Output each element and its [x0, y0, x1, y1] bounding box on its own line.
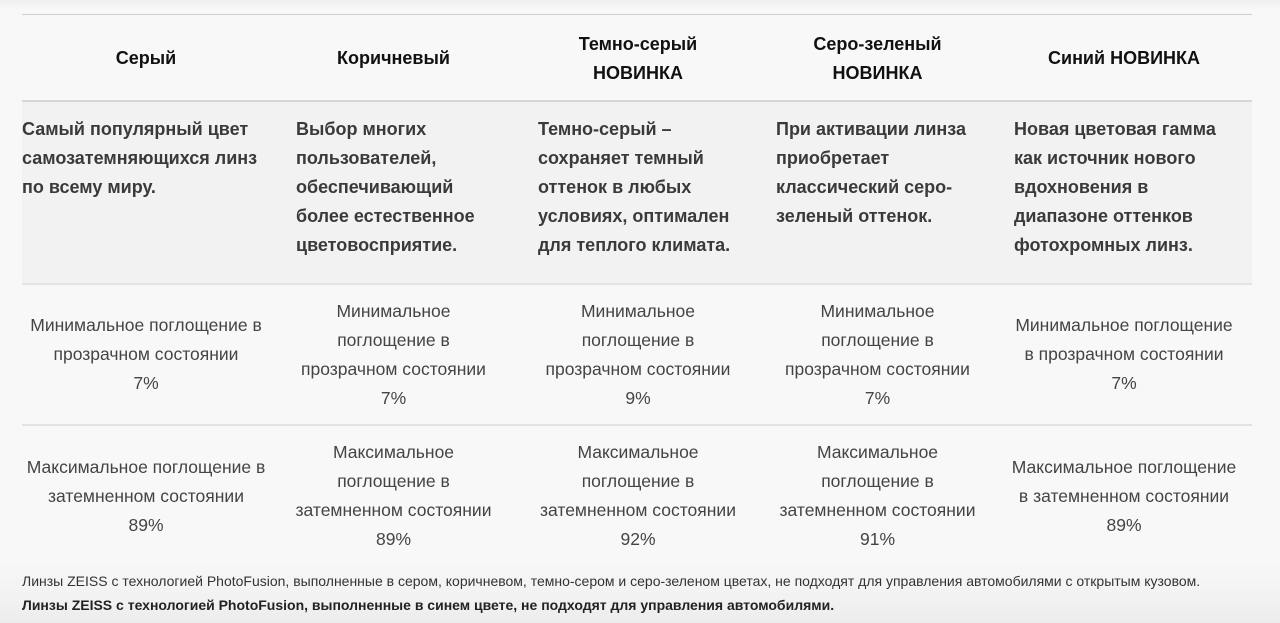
min-absorption-cell: Минимальное поглощение в прозрачном сост…	[22, 284, 270, 426]
max-absorption-label: Максимальное поглощение в затемненном со…	[295, 442, 492, 520]
max-absorption-cell: Максимальное поглощение в затемненном со…	[996, 425, 1252, 568]
description-cell: Выбор многих пользователей, обеспечивающ…	[270, 101, 517, 285]
top-shade	[0, 0, 1280, 10]
description-text: Самый популярный цвет самозатемняющихся …	[22, 119, 258, 197]
min-absorption-label: Минимальное поглощение в прозрачном сост…	[785, 300, 970, 379]
min-absorption-value: 7%	[133, 373, 159, 393]
max-absorption-value: 89%	[1106, 514, 1142, 535]
max-absorption-cell: Максимальное поглощение в затемненном со…	[517, 425, 759, 568]
column-name: Серо-зеленый	[813, 33, 942, 54]
column-name: Темно-серый	[578, 33, 698, 54]
max-absorption-value: 91%	[859, 529, 896, 549]
min-absorption-label: Минимальное поглощение в прозрачном сост…	[1015, 315, 1233, 364]
column-header-grey-green: Серо-зеленый НОВИНКА	[759, 14, 996, 102]
max-absorption-row: Максимальное поглощение в затемненном со…	[22, 425, 1252, 568]
column-name: Серый	[115, 48, 177, 68]
column-header-blue: Синий НОВИНКА	[996, 14, 1252, 102]
description-cell: Самый популярный цвет самозатемняющихся …	[22, 101, 270, 285]
new-badge: НОВИНКА	[832, 62, 923, 83]
min-absorption-label: Минимальное поглощение в прозрачном сост…	[545, 300, 731, 379]
max-absorption-value: 89%	[128, 514, 164, 535]
min-absorption-label: Минимальное поглощение в прозрачном сост…	[30, 315, 262, 364]
description-cell: При активации линза приобретает классиче…	[759, 101, 996, 285]
column-header-brown: Коричневый	[270, 14, 517, 102]
min-absorption-value: 9%	[625, 387, 651, 408]
max-absorption-label: Максимальное поглощение в затемненном со…	[26, 456, 266, 506]
min-absorption-row: Минимальное поглощение в прозрачном сост…	[22, 284, 1252, 426]
description-text: Темно-серый – сохраняет темный оттенок в…	[538, 119, 731, 255]
min-absorption-cell: Минимальное поглощение в прозрачном сост…	[996, 284, 1252, 426]
description-text: Новая цветовая гамма как источник нового…	[1014, 119, 1216, 255]
max-absorption-value: 89%	[375, 529, 412, 549]
min-absorption-value: 7%	[864, 387, 891, 408]
min-absorption-label: Минимальное поглощение в прозрачном сост…	[301, 300, 486, 379]
max-absorption-label: Максимальное поглощение в затемненном со…	[779, 442, 976, 520]
header-row: Серый Коричневый Темно-серый НОВИНКА Сер…	[22, 14, 1252, 102]
max-absorption-cell: Максимальное поглощение в затемненном со…	[759, 425, 996, 568]
column-header-dark-grey: Темно-серый НОВИНКА	[517, 14, 759, 102]
min-absorption-value: 7%	[1111, 373, 1137, 393]
max-absorption-label: Максимальное поглощение в затемненном со…	[1011, 456, 1237, 506]
description-cell: Новая цветовая гамма как источник нового…	[996, 101, 1252, 285]
column-name: Коричневый	[337, 48, 450, 68]
description-cell: Темно-серый – сохраняет темный оттенок в…	[517, 101, 759, 285]
new-badge: НОВИНКА	[593, 62, 683, 83]
description-text: При активации линза приобретает классиче…	[776, 119, 967, 226]
description-text: Выбор многих пользователей, обеспечивающ…	[296, 119, 475, 255]
footnote-general: Линзы ZEISS с технологией PhotoFusion, в…	[22, 573, 1201, 589]
footnote-blue-warning: Линзы ZEISS с технологией PhotoFusion, в…	[22, 597, 835, 613]
description-row: Самый популярный цвет самозатемняющихся …	[22, 101, 1252, 285]
max-absorption-cell: Максимальное поглощение в затемненном со…	[22, 425, 270, 568]
footnotes: Линзы ZEISS с технологией PhotoFusion, в…	[0, 558, 1280, 623]
column-header-grey: Серый	[22, 14, 270, 102]
max-absorption-label: Максимальное поглощение в затемненном со…	[540, 442, 736, 520]
max-absorption-value: 92%	[620, 529, 656, 549]
min-absorption-cell: Минимальное поглощение в прозрачном сост…	[270, 284, 517, 426]
column-name: Синий НОВИНКА	[1048, 48, 1200, 68]
min-absorption-cell: Минимальное поглощение в прозрачном сост…	[517, 284, 759, 426]
min-absorption-cell: Минимальное поглощение в прозрачном сост…	[759, 284, 996, 426]
lens-color-comparison-table: Серый Коричневый Темно-серый НОВИНКА Сер…	[22, 14, 1252, 568]
min-absorption-value: 7%	[380, 387, 407, 408]
max-absorption-cell: Максимальное поглощение в затемненном со…	[270, 425, 517, 568]
